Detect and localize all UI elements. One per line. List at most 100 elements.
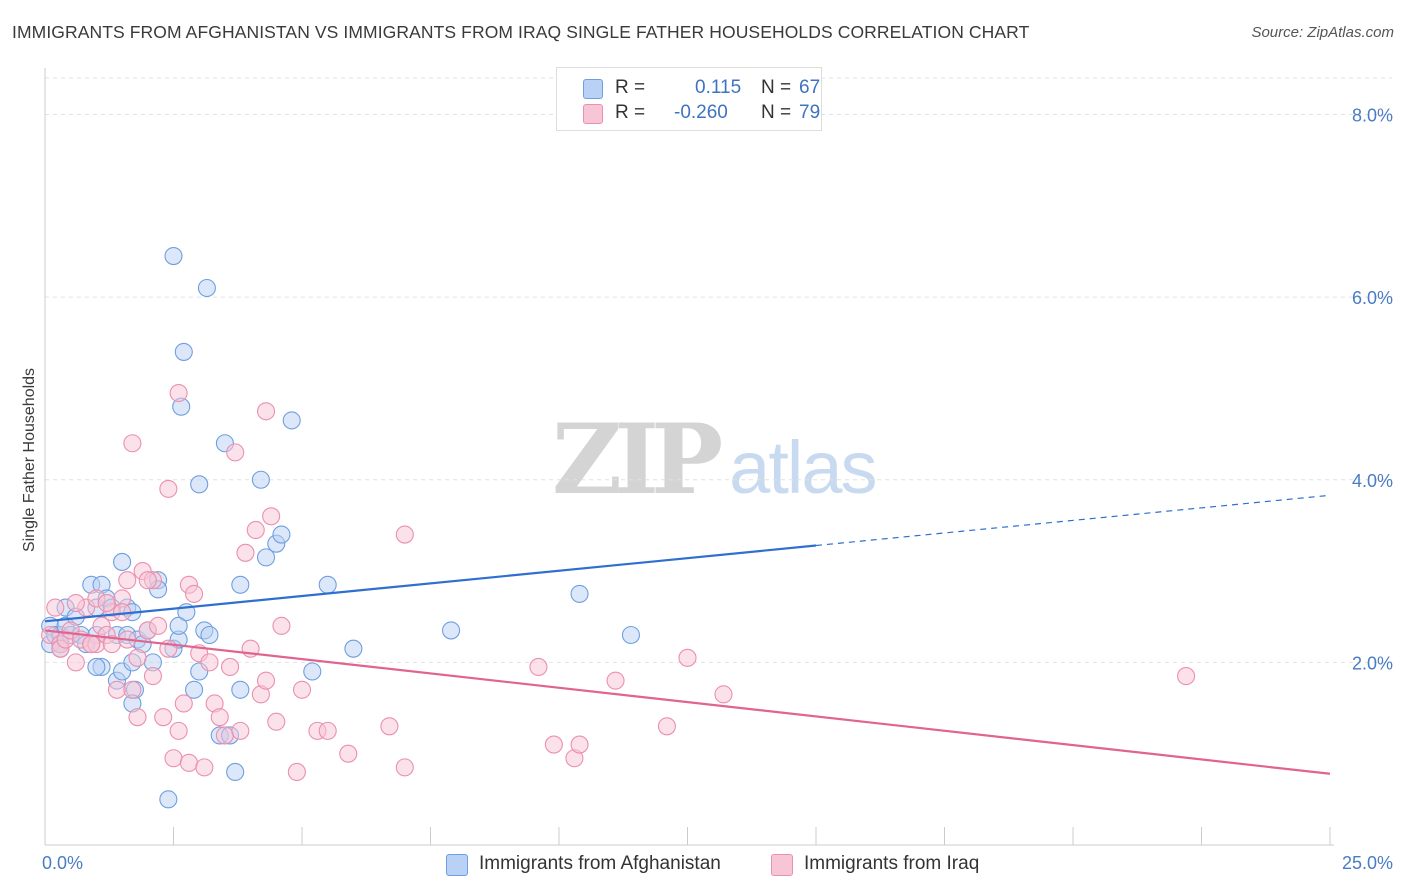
iraq-point <box>339 744 358 763</box>
iraq-point <box>200 653 219 672</box>
iraq-point <box>143 667 162 686</box>
afghanistan-point <box>200 625 219 645</box>
iraq-point <box>657 717 676 736</box>
iraq-point <box>215 726 234 745</box>
x-tick-label: 25.0% <box>1342 853 1393 873</box>
iraq-swatch <box>583 104 603 124</box>
iraq-point <box>256 671 276 690</box>
legend-label: Immigrants from Iraq <box>804 853 980 874</box>
source-label: Source: ZipAtlas.com <box>1251 24 1394 41</box>
afghanistan-point <box>226 762 245 782</box>
iraq-point <box>123 434 142 453</box>
iraq-point <box>169 383 188 403</box>
iraq-point <box>154 708 173 727</box>
afghanistan-point <box>190 475 209 494</box>
iraq-point <box>179 753 198 772</box>
afghanistan-swatch <box>446 854 468 876</box>
trend-lines <box>44 494 1331 775</box>
afghanistan-point <box>344 639 363 658</box>
iraq-point <box>246 520 265 540</box>
iraq-point <box>256 402 276 421</box>
afghanistan-point <box>282 411 301 430</box>
r-value: 0.115 <box>695 77 742 98</box>
iraq-point <box>272 616 291 635</box>
iraq-point <box>128 648 147 667</box>
afghanistan-trendline <box>44 544 817 623</box>
afghanistan-point <box>197 278 216 298</box>
afghanistan-point <box>164 247 183 266</box>
iraq-swatch <box>771 854 793 876</box>
iraq-point <box>118 571 137 590</box>
iraq-point <box>529 657 548 676</box>
afghanistan-point <box>251 470 270 489</box>
afghanistan-points <box>41 247 641 809</box>
legend-label: Immigrants from Afghanistan <box>479 853 721 874</box>
iraq-trendline <box>44 629 1331 775</box>
x-tick-label: 0.0% <box>42 853 83 873</box>
iraq-point <box>220 657 240 676</box>
iraq-point <box>159 479 178 498</box>
afghanistan-point <box>256 548 276 567</box>
iraq-point <box>1177 667 1196 686</box>
y-tick-label: 4.0% <box>1352 471 1393 491</box>
tick-labels: 2.0% 4.0% 6.0% 8.0% 0.0% 25.0% <box>42 106 1393 873</box>
iraq-point <box>236 543 255 562</box>
iraq-point <box>66 653 85 672</box>
y-tick-label: 2.0% <box>1352 653 1393 673</box>
iraq-point <box>395 758 414 777</box>
chart-title: IMMIGRANTS FROM AFGHANISTAN VS IMMIGRANT… <box>12 22 1030 42</box>
iraq-point <box>138 571 157 590</box>
r-label: R = <box>615 102 646 123</box>
n-label: N = <box>761 77 792 98</box>
r-value: -0.260 <box>674 102 728 123</box>
iraq-point <box>262 507 281 526</box>
y-tick-label: 8.0% <box>1352 106 1393 126</box>
grid-lines <box>45 77 1392 663</box>
iraq-points <box>41 383 1196 782</box>
zipatlas-watermark: ZIP atlas <box>552 403 877 516</box>
afghanistan-point <box>231 680 250 699</box>
afghanistan-point <box>231 575 250 594</box>
iraq-point <box>123 680 142 699</box>
afghanistan-point <box>113 552 132 571</box>
y-tick-label: 6.0% <box>1352 288 1393 308</box>
iraq-point <box>544 735 563 754</box>
iraq-point <box>210 708 229 727</box>
afghanistan-point <box>174 342 193 361</box>
iraq-point <box>195 758 214 777</box>
watermark-atlas: atlas <box>729 426 877 509</box>
afghanistan-point <box>159 790 178 809</box>
iraq-point <box>318 721 337 740</box>
n-label: N = <box>761 102 792 123</box>
iraq-point <box>678 648 697 667</box>
iraq-point <box>714 685 733 704</box>
iraq-point <box>606 671 625 690</box>
iraq-point <box>185 584 204 603</box>
iraq-point <box>46 598 65 617</box>
iraq-point <box>380 717 399 736</box>
data-points <box>41 247 1196 809</box>
afghanistan-point <box>442 621 461 640</box>
iraq-point <box>66 593 85 613</box>
afghanistan-point <box>303 662 322 681</box>
r-label: R = <box>615 77 646 98</box>
iraq-point <box>107 680 127 699</box>
afghanistan-point <box>272 525 291 544</box>
watermark-zip: ZIP <box>552 403 723 516</box>
iraq-point <box>292 680 312 699</box>
n-value: 67 <box>799 77 821 98</box>
iraq-point <box>267 712 286 731</box>
correlation-stats-box: R = 0.115 N = 67 R = -0.260 N = 79 <box>556 67 822 131</box>
iraq-point <box>226 443 245 462</box>
iraq-point <box>395 525 414 544</box>
iraq-point <box>169 721 188 740</box>
afghanistan-point <box>87 657 106 676</box>
afghanistan-point <box>169 616 188 635</box>
iraq-point <box>570 735 589 754</box>
iraq-point <box>287 762 306 782</box>
iraq-point <box>174 694 193 713</box>
iraq-point <box>97 593 116 613</box>
afghanistan-point <box>570 584 589 603</box>
axes <box>44 68 1334 846</box>
